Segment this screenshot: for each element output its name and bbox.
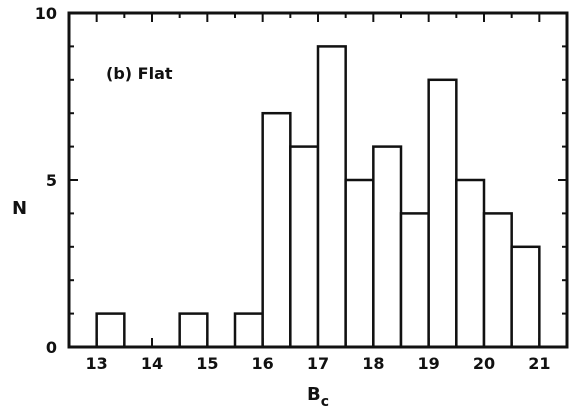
histogram-bar [427, 78, 458, 349]
y-tick-label: 5 [46, 171, 57, 190]
x-axis-label-subscript: c [321, 394, 329, 410]
histogram-bar [372, 145, 403, 349]
histogram-bar [344, 178, 375, 349]
x-tick-label: 17 [307, 354, 329, 373]
x-tick-label: 19 [418, 354, 440, 373]
plot-frame [67, 11, 569, 349]
bars-layer [95, 45, 541, 349]
histogram-bar [178, 312, 209, 349]
histogram-bar [510, 245, 541, 349]
histogram-bar [261, 111, 292, 349]
y-tick-label: 10 [35, 4, 57, 23]
histogram-bar [289, 145, 320, 349]
x-tick-label: 15 [196, 354, 218, 373]
y-tick-label: 0 [46, 338, 57, 357]
panel-label: (b) Flat [106, 64, 173, 83]
histogram-bar [482, 212, 513, 349]
x-tick-label: 14 [141, 354, 163, 373]
histogram-bar [316, 45, 347, 349]
x-tick-label: 13 [86, 354, 108, 373]
histogram-bar [233, 312, 264, 349]
histogram-bar [455, 178, 486, 349]
x-tick-label: 18 [362, 354, 384, 373]
histogram-bar [399, 212, 430, 349]
histogram-bar [95, 312, 126, 349]
x-tick-label: 21 [528, 354, 550, 373]
tick-labels-layer: 13 14 15 16 17 18 19 20 21 0 5 10 [35, 4, 551, 373]
y-axis-label: N [12, 198, 27, 219]
x-axis-label: Bc [307, 384, 329, 410]
x-tick-label: 16 [252, 354, 274, 373]
x-tick-label: 20 [473, 354, 495, 373]
x-axis-label-main: B [307, 384, 321, 405]
